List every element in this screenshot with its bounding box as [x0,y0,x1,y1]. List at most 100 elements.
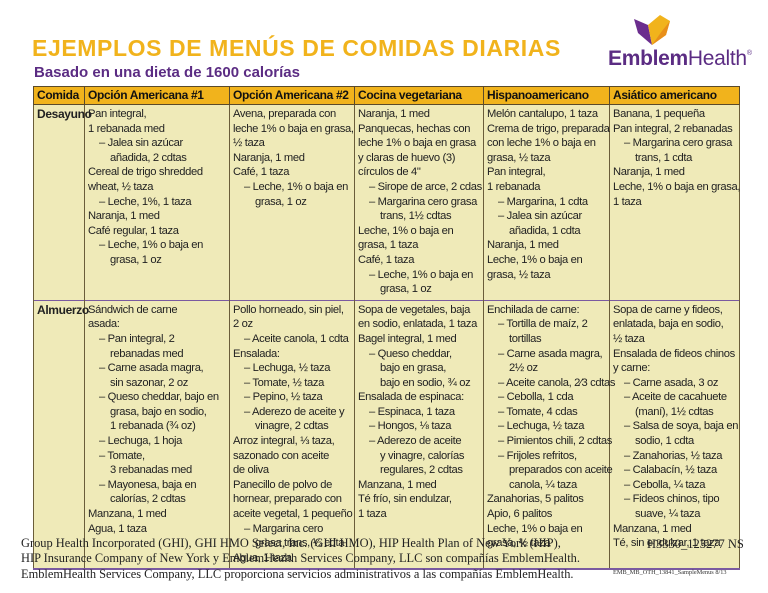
menu-item-line: grasa, ½ taza [487,151,551,164]
menu-item-line: grasa, 1 taza [358,239,419,252]
menu-item-line: Café, 1 taza [233,166,290,179]
column-header-meal: Comida [33,86,85,105]
menu-item-line: Bagel integral, 1 med [358,332,457,345]
menu-item-line: círculos de 4" [358,166,421,179]
meal-label: Almuerzo [33,299,89,571]
menu-cell-asian: Sopa de carne y fideos, enlatada, baja en… [609,299,740,571]
menu-item-line: Ensalada de espinaca: [358,391,464,404]
legal-disclaimer: Group Health Incorporated (GHI), GHI HMO… [21,536,580,582]
menu-item-line: – Margarina cero grasa [369,195,477,208]
menu-item-line: Pan integral, 2 rebanadas [613,122,733,135]
menu-item-line: – Sirope de arce, 2 cdas [369,180,482,193]
menu-item-line: – Pimientos chili, 2 cdtas [498,435,613,448]
menu-item-line: – Leche, 1% o baja en [244,180,348,193]
menu-item-line: y vinagre, calorías [380,449,465,462]
menu-item-line: Leche, 1% o baja en grasa, [613,180,741,193]
menu-item-line: enlatada, baja en sodio, [613,318,724,331]
menu-cell-asian: Banana, 1 pequeña Pan integral, 2 rebanad… [609,104,741,301]
menu-item-line: Pan integral, [487,166,546,179]
menu-item-line: – Aderezo de aceite [369,435,462,448]
menu-item-line: – Margarina cero [244,522,323,535]
menu-item-line: – Mayonesa, baja en [99,478,197,491]
menu-item-line: en sodio, enlatada, 1 taza [358,318,478,331]
menu-item-line: – Tortilla de maíz, 2 [498,318,588,331]
menu-item-line: (maní), 1½ cdtas [635,405,714,418]
logo-wordmark-bold: Emblem [608,47,688,70]
disclaimer-line: HIP Insurance Company of New York y Embl… [21,551,580,566]
menu-item-line: – Leche, 1%, 1 taza [99,195,192,208]
menu-item-line: con leche 1% o baja en [487,137,596,150]
menu-item-line: bajo en sodio, ¾ oz [380,376,471,389]
menu-item-line: suave, ¼ taza [635,508,701,521]
menu-item-line: Leche, 1% o baja en [487,522,583,535]
menu-item-line: Sopa de carne y fideos, [613,303,723,316]
menu-item-line: – Tomate, 4 cdas [498,405,578,418]
menu-item-line: hornear, preparado con [233,493,342,506]
menu-item-line: – Lechuga, ½ taza [244,362,331,375]
menu-cell-american-1: Sándwich de carne asada: – Pan integral, 2… [84,299,230,571]
menu-item-line: – Queso cheddar, bajo en [99,391,219,404]
menu-item-line: sodio, 1 cdta [635,435,694,448]
menu-item-line: 1 taza [358,508,387,521]
menu-item-line: 1 taza [613,195,642,208]
menu-item-line: Melón cantalupo, 1 taza [487,108,598,120]
menu-item-line: Naranja, 1 med [233,151,305,164]
menu-item-line: grasa, ½ taza [487,268,551,281]
menu-item-line: grasa, bajo en sodio, [110,405,207,418]
table-row: Desayuno Pan integral, 1 rebanada med – Jal… [33,104,741,301]
menu-cell-hispanic: Enchilada de carne: – Tortilla de maíz, 2… [483,299,616,571]
menu-item-line: Manzana, 1 med [613,522,692,535]
menu-cell-vegetarian: Naranja, 1 med Panquecas, hechas con leche… [354,104,484,301]
menu-item-line: Pan integral, [88,108,147,120]
menu-item-line: canola, ¼ taza [509,478,577,491]
menu-cell-american-2: Avena, preparada con leche 1% o baja en g… [229,104,355,301]
menu-item-line: tortillas [509,332,542,345]
menu-item-line: – Margarina cero grasa [624,137,732,150]
menu-item-line: Agua, 1 taza [233,551,292,564]
menu-item-line: Banana, 1 pequeña [613,108,705,120]
menu-item-line: – Aderezo de aceite y [244,405,345,418]
menu-item-line: – Jalea sin azúcar [498,210,582,223]
menu-item-line: Zanahorias, 5 palitos [487,493,584,506]
menu-item-line: – Leche, 1% o baja en [369,268,473,281]
menu-item-line: – Aceite canola, 1 cdta [244,332,349,345]
menu-item-line: – Leche, 1% o baja en [99,239,203,252]
menu-item-line: Crema de trigo, preparada [487,122,610,135]
menu-item-line: Té, sin endulzar, 1 taza [613,537,721,550]
document-id: EMB_MB_OTH_13841_SampleMenus 8/13 [613,569,727,576]
menu-item-line: – Espinaca, 1 taza [369,405,455,418]
menu-cell-hispanic: Melón cantalupo, 1 taza Crema de trigo, p… [483,104,610,301]
menu-item-line: Naranja, 1 med [487,239,559,252]
menu-item-line: Pollo horneado, sin piel, [233,303,344,316]
menu-item-line: – Calabacín, ½ taza [624,464,717,477]
disclaimer-line: EmblemHealth Services Company, LLC propo… [21,566,574,581]
column-header-american-1: Opción Americana #1 [84,86,230,105]
menu-item-line: y claras de huevo (3) [358,151,456,164]
menu-item-line: – Cebolla, 1 cda [498,391,574,404]
menu-item-line: ½ taza [233,137,265,150]
menu-item-line: leche 1% o baja en grasa, [233,122,354,135]
logo-wordmark: EmblemHealth® [608,47,752,71]
menu-item-line: Leche, 1% o baja en [358,224,454,237]
menu-item-line: de oliva [233,464,269,477]
menu-item-line: – Zanahorias, ½ taza [624,449,723,462]
menu-cell-american-1: Pan integral, 1 rebanada med – Jalea sin a… [84,104,230,301]
menu-item-line: leche 1% o baja en grasa [358,137,476,150]
menu-item-line: 1 rebanada [487,180,541,193]
menu-item-line: – Hongos, ⅛ taza [369,420,452,433]
column-header-vegetarian: Cocina vegetariana [354,86,484,105]
column-header-asian: Asiático americano [609,86,740,105]
menu-item-line: vinagre, 2 cdtas [255,420,329,433]
menu-item-line: Ensalada: [233,347,280,360]
menu-item-line: grasa, 1 oz [380,283,432,296]
menu-item-line: preparados con aceite [509,464,613,477]
column-header-hispanic: Hispanoamericano [483,86,610,105]
menu-item-line: Avena, preparada con [233,108,336,120]
menu-item-line: Naranja, 1 med [88,210,160,223]
menu-item-line: y carne: [613,362,650,375]
menu-item-line: Cereal de trigo shredded [88,166,203,179]
menu-item-line: Panecillo de polvo de [233,478,333,491]
emblemhealth-logo: EmblemHealth® [608,15,752,75]
menu-item-line: Apio, 6 palitos [487,508,553,521]
emblem-shield-icon [634,15,670,45]
